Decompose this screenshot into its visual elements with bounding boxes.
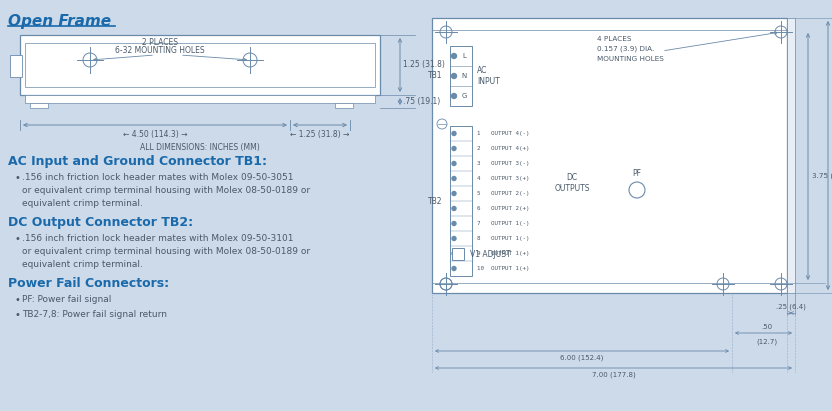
Text: ALL DIMENSIONS: INCHES (MM): ALL DIMENSIONS: INCHES (MM) xyxy=(140,143,260,152)
Text: 3.75 (95.3): 3.75 (95.3) xyxy=(812,172,832,179)
Text: V1 ADJUST: V1 ADJUST xyxy=(470,249,511,259)
Text: 7.00 (177.8): 7.00 (177.8) xyxy=(592,371,636,377)
Circle shape xyxy=(452,74,457,79)
Text: G: G xyxy=(461,93,467,99)
Circle shape xyxy=(452,192,456,196)
Text: •: • xyxy=(14,295,20,305)
Bar xyxy=(787,18,795,293)
Text: 8   OUTPUT 1(-): 8 OUTPUT 1(-) xyxy=(477,236,529,241)
Text: DC
OUTPUTS: DC OUTPUTS xyxy=(554,173,590,193)
Bar xyxy=(452,248,464,260)
Text: 4 PLACES: 4 PLACES xyxy=(597,36,631,42)
Text: .25 (6.4): .25 (6.4) xyxy=(776,303,806,310)
Text: or equivalent crimp terminal housing with Molex 08-50-0189 or: or equivalent crimp terminal housing wit… xyxy=(22,247,310,256)
Text: 7   OUTPUT 1(-): 7 OUTPUT 1(-) xyxy=(477,221,529,226)
Circle shape xyxy=(452,222,456,226)
Text: Open Frame: Open Frame xyxy=(8,14,111,29)
Circle shape xyxy=(452,93,457,99)
Text: 3   OUTPUT 3(-): 3 OUTPUT 3(-) xyxy=(477,161,529,166)
Text: 4   OUTPUT 3(+): 4 OUTPUT 3(+) xyxy=(477,176,529,181)
Bar xyxy=(450,46,472,106)
Bar xyxy=(10,55,22,77)
Text: AC
INPUT: AC INPUT xyxy=(477,66,500,86)
Circle shape xyxy=(452,206,456,210)
Bar xyxy=(432,18,787,293)
Text: ← 4.50 (114.3) →: ← 4.50 (114.3) → xyxy=(123,130,187,139)
Text: (12.7): (12.7) xyxy=(756,338,778,344)
Bar xyxy=(25,43,375,87)
Text: PF: PF xyxy=(632,169,641,178)
Circle shape xyxy=(452,266,456,270)
Text: TB2-7,8: Power fail signal return: TB2-7,8: Power fail signal return xyxy=(22,310,167,319)
Text: 6   OUTPUT 2(+): 6 OUTPUT 2(+) xyxy=(477,206,529,211)
Text: •: • xyxy=(14,173,20,183)
Text: equivalent crimp terminal.: equivalent crimp terminal. xyxy=(22,199,143,208)
Text: ← 1.25 (31.8) →: ← 1.25 (31.8) → xyxy=(290,130,349,139)
Text: PF: Power fail signal: PF: Power fail signal xyxy=(22,295,111,304)
Text: 9   OUTPUT 1(+): 9 OUTPUT 1(+) xyxy=(477,251,529,256)
Text: or equivalent crimp terminal housing with Molex 08-50-0189 or: or equivalent crimp terminal housing wit… xyxy=(22,186,310,195)
Text: Power Fail Connectors:: Power Fail Connectors: xyxy=(8,277,169,290)
Text: DC Output Connector TB2:: DC Output Connector TB2: xyxy=(8,216,193,229)
Text: 1   OUTPUT 4(-): 1 OUTPUT 4(-) xyxy=(477,131,529,136)
Bar xyxy=(30,103,48,108)
Bar xyxy=(20,35,380,95)
Text: 5   OUTPUT 2(-): 5 OUTPUT 2(-) xyxy=(477,191,529,196)
Text: 1.25 (31.8): 1.25 (31.8) xyxy=(403,60,445,69)
Circle shape xyxy=(452,252,456,256)
Circle shape xyxy=(452,176,456,180)
Text: MOUNTING HOLES: MOUNTING HOLES xyxy=(597,56,664,62)
Text: 6-32 MOUNTING HOLES: 6-32 MOUNTING HOLES xyxy=(115,46,205,55)
Circle shape xyxy=(452,132,456,136)
Bar xyxy=(335,103,353,108)
Text: .50: .50 xyxy=(761,324,773,330)
Circle shape xyxy=(452,162,456,166)
Circle shape xyxy=(452,53,457,58)
Text: TB2: TB2 xyxy=(428,196,442,206)
Text: .156 inch friction lock header mates with Molex 09-50-3051: .156 inch friction lock header mates wit… xyxy=(22,173,294,182)
Text: 2   OUTPUT 4(+): 2 OUTPUT 4(+) xyxy=(477,146,529,151)
Bar xyxy=(25,95,375,103)
Text: 6.00 (152.4): 6.00 (152.4) xyxy=(560,354,604,360)
Text: 2 PLACES: 2 PLACES xyxy=(142,38,178,47)
Text: 10  OUTPUT 1(+): 10 OUTPUT 1(+) xyxy=(477,266,529,271)
Text: 0.157 (3.9) DIA.: 0.157 (3.9) DIA. xyxy=(597,46,654,53)
Text: TB1: TB1 xyxy=(428,72,442,81)
Text: .156 inch friction lock header mates with Molex 09-50-3101: .156 inch friction lock header mates wit… xyxy=(22,234,294,243)
Text: N: N xyxy=(462,73,467,79)
Bar xyxy=(450,126,472,276)
Text: equivalent crimp terminal.: equivalent crimp terminal. xyxy=(22,260,143,269)
Circle shape xyxy=(452,236,456,240)
Text: AC Input and Ground Connector TB1:: AC Input and Ground Connector TB1: xyxy=(8,155,267,168)
Circle shape xyxy=(452,146,456,150)
Text: •: • xyxy=(14,234,20,244)
Text: L: L xyxy=(462,53,466,59)
Text: •: • xyxy=(14,310,20,320)
Text: .75 (19.1): .75 (19.1) xyxy=(403,97,440,106)
